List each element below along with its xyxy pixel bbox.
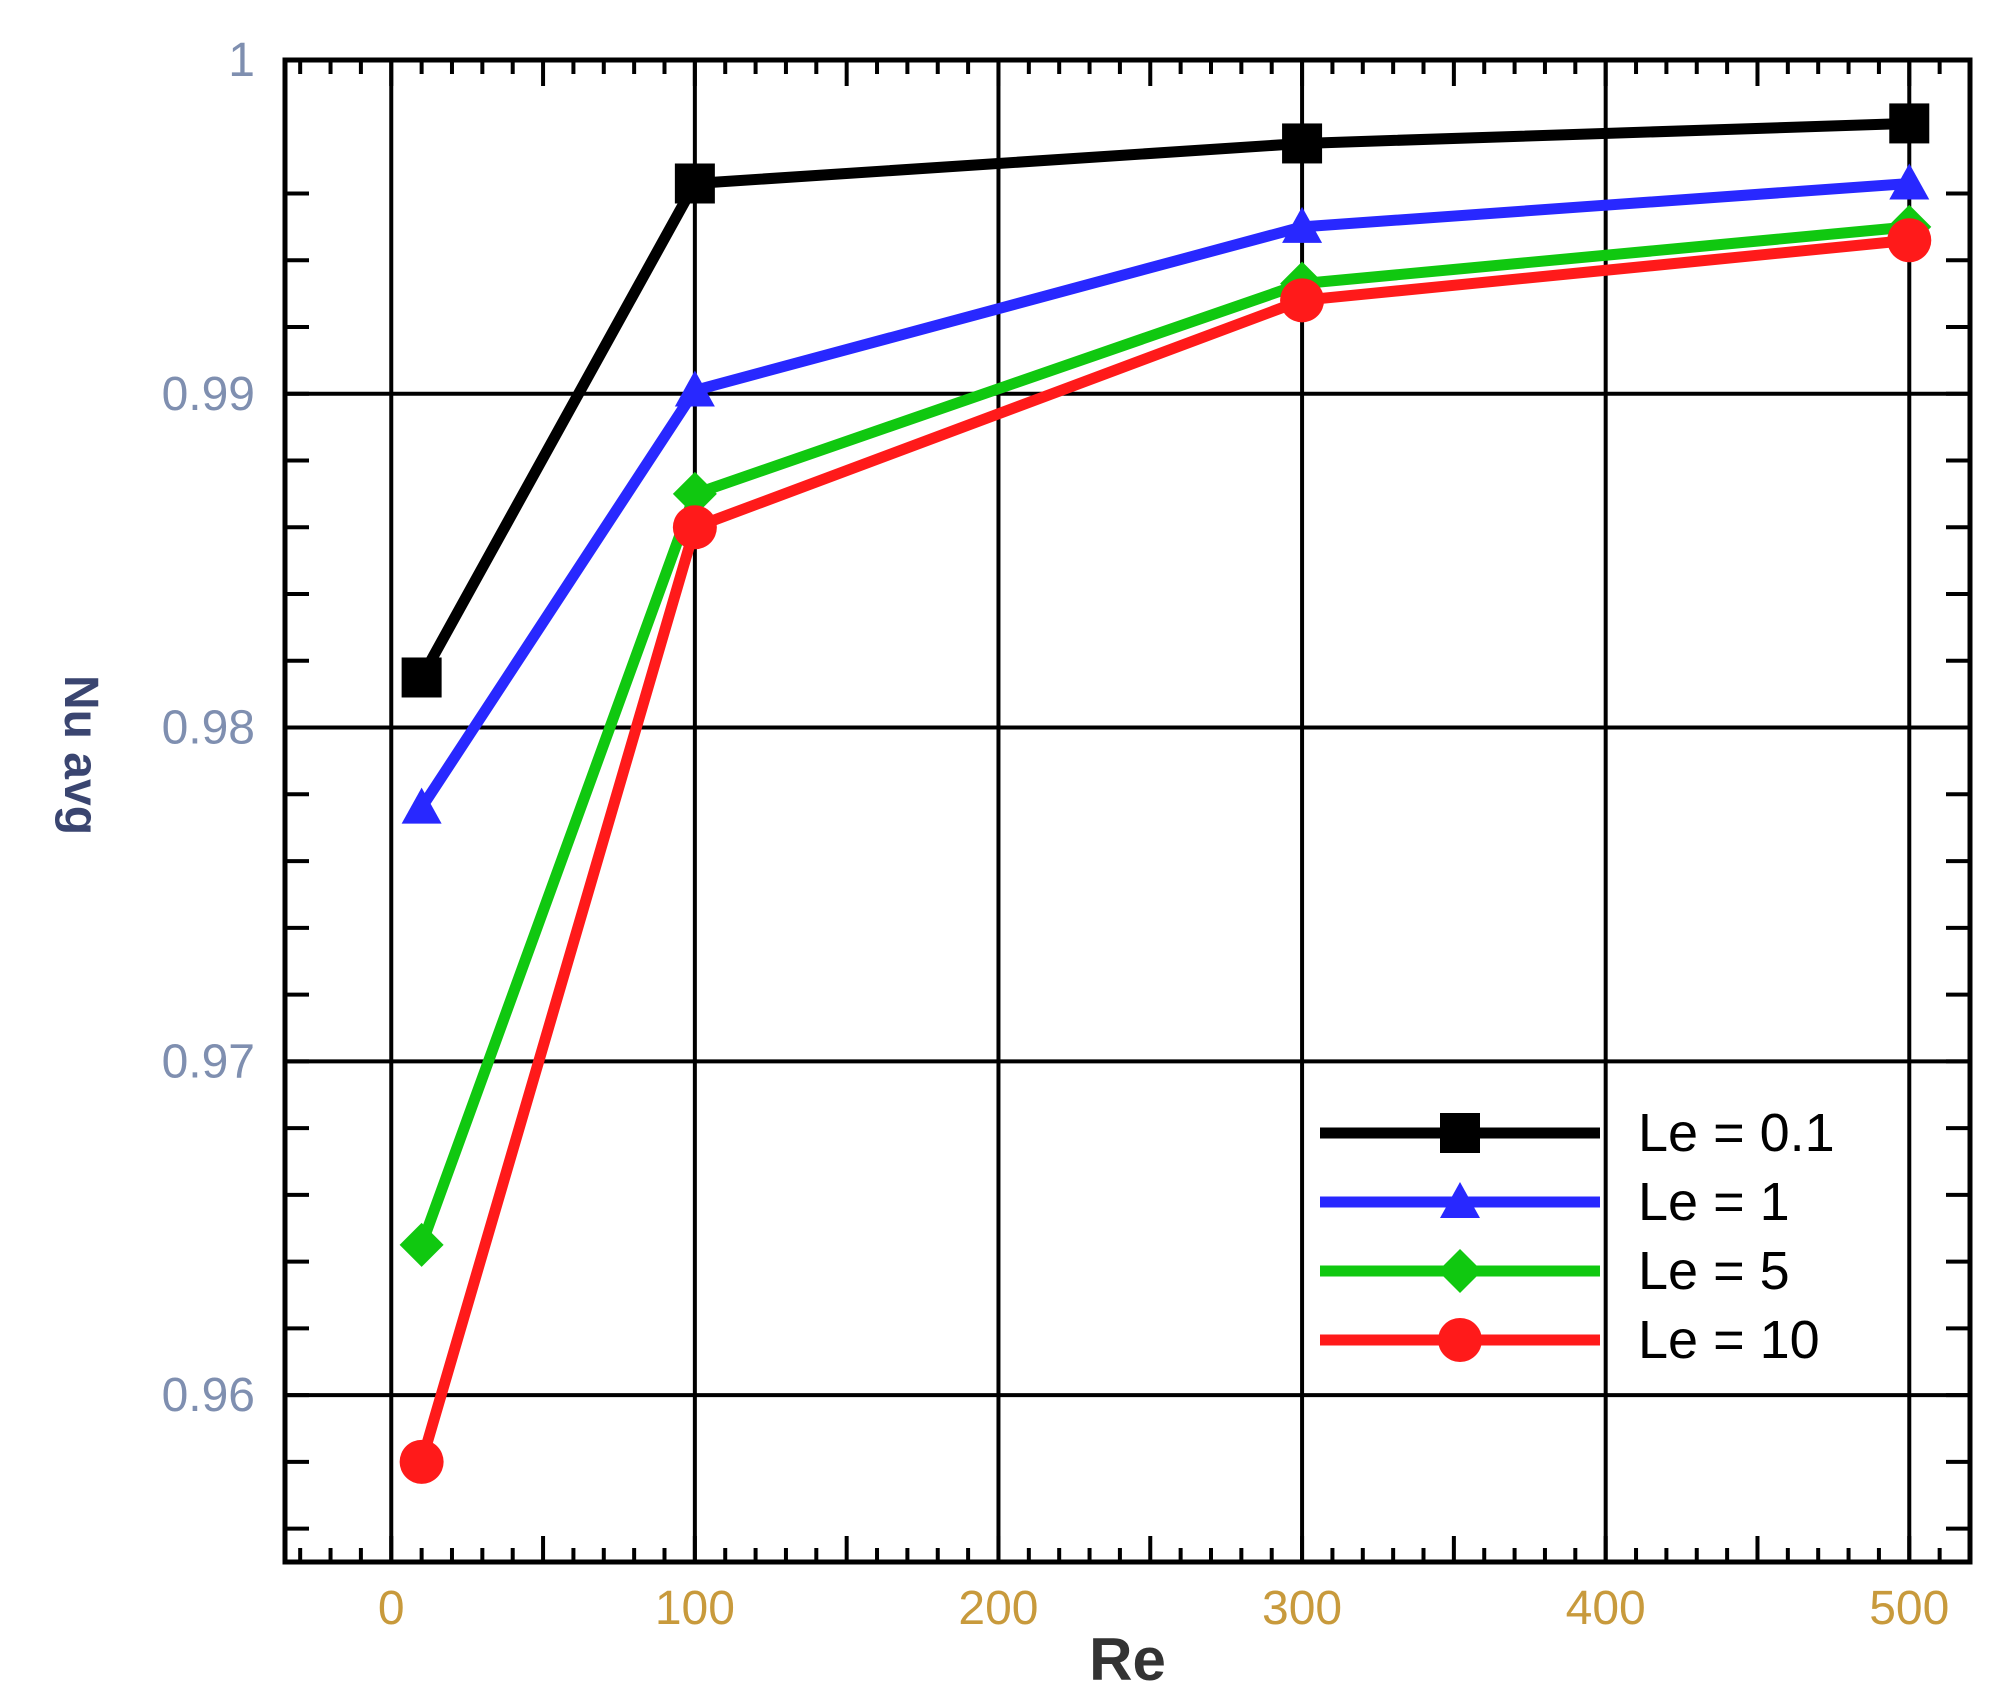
y-axis-title: Nu avg: [54, 675, 107, 835]
data-point-s2-1: [672, 471, 717, 516]
y-tick-labels: 0.96 0.97 0.98 0.99 1: [162, 34, 255, 1422]
y-tick-label: 0.98: [162, 702, 255, 755]
series-line-3: [416, 234, 1910, 1464]
data-point-s0-0: [401, 657, 442, 698]
legend-marker-1: [1440, 1182, 1480, 1218]
y-tick-label: 1: [228, 34, 255, 87]
legend-marker-2: [1438, 1249, 1482, 1293]
legend-marker-0: [1440, 1113, 1480, 1153]
data-point-s0-1: [674, 163, 715, 204]
legend-label-0: Le = 0.1: [1638, 1103, 1835, 1163]
x-tick-label: 0: [378, 1582, 405, 1635]
series-line-0: [416, 117, 1910, 681]
data-point-s1-0: [401, 787, 442, 824]
x-tick-label: 400: [1566, 1582, 1646, 1635]
data-point-s1-1: [674, 370, 715, 407]
data-point-s1-3: [1889, 163, 1930, 200]
legend-label-3: Le = 10: [1638, 1310, 1820, 1370]
legend-label-2: Le = 5: [1638, 1241, 1790, 1301]
plot-frame: [282, 57, 1973, 1565]
data-point-s3-3: [1887, 218, 1932, 263]
data-point-s3-1: [672, 505, 717, 550]
data-point-s3-0: [399, 1439, 444, 1484]
y-tick-label: 0.96: [162, 1369, 255, 1422]
series-lines: [416, 117, 1910, 1464]
data-point-s1-2: [1282, 206, 1323, 243]
series-line-2: [416, 221, 1910, 1247]
data-point-s0-2: [1282, 123, 1323, 164]
legend: Le = 0.1 Le = 1 Le = 5 Le = 10: [1320, 1103, 1835, 1370]
data-point-s2-0: [399, 1222, 444, 1267]
series-markers: [399, 103, 1932, 1484]
x-axis-title: Re: [1089, 1626, 1166, 1693]
data-point-s3-2: [1280, 278, 1325, 323]
legend-label-1: Le = 1: [1638, 1172, 1790, 1232]
series-line-1: [417, 178, 1910, 811]
y-tick-label: 0.97: [162, 1035, 255, 1088]
x-tick-label: 500: [1869, 1582, 1949, 1635]
legend-marker-3: [1438, 1318, 1482, 1362]
x-tick-label: 300: [1262, 1582, 1342, 1635]
data-point-s0-3: [1889, 103, 1930, 144]
y-tick-label: 0.99: [162, 368, 255, 421]
x-tick-label: 200: [958, 1582, 1038, 1635]
x-tick-label: 100: [655, 1582, 735, 1635]
x-tick-labels: 0 100 200 300 400 500: [378, 1582, 1949, 1635]
